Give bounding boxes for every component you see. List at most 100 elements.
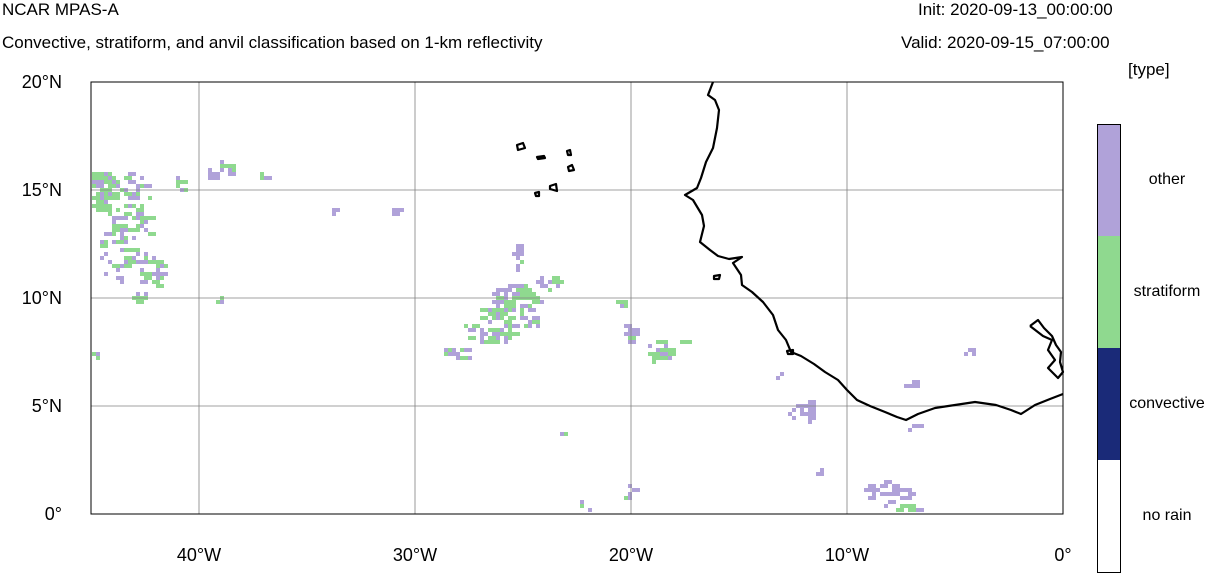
stratiform-cell	[132, 228, 136, 232]
stratiform-cell	[152, 280, 160, 284]
stratiform-cell	[156, 284, 164, 288]
x-tick-label: 10°W	[824, 545, 870, 565]
colorbar-swatch-convective	[1097, 348, 1121, 461]
stratiform-cell	[108, 184, 112, 188]
stratiform-cell	[140, 184, 144, 188]
other-cell	[624, 332, 628, 336]
stratiform-cell	[104, 240, 108, 244]
stratiform-cell	[176, 180, 180, 184]
other-cell	[664, 344, 668, 348]
island	[565, 148, 573, 157]
stratiform-cell	[92, 196, 100, 200]
stratiform-cell	[508, 328, 512, 332]
island	[535, 154, 547, 161]
other-cell	[556, 284, 560, 288]
other-cell	[884, 504, 888, 508]
other-cell	[132, 172, 136, 176]
other-cell	[888, 492, 892, 496]
other-cell	[820, 472, 824, 476]
stratiform-cell	[96, 200, 100, 204]
other-cell	[872, 496, 876, 500]
stratiform-cell	[104, 244, 108, 248]
stratiform-cell	[564, 432, 568, 436]
x-tick-label: 30°W	[392, 545, 438, 565]
other-cell	[888, 500, 892, 504]
other-cell	[580, 500, 584, 504]
stratiform-cell	[104, 196, 108, 200]
coastline	[515, 81, 1065, 422]
x-tick-label: 0°	[1054, 545, 1072, 565]
other-cell	[448, 352, 456, 356]
stratiform-cell	[116, 208, 120, 212]
other-cell	[636, 328, 640, 332]
stratiform-cell	[896, 508, 904, 512]
other-cell	[528, 324, 532, 328]
stratiform-cell	[120, 224, 128, 228]
other-cell	[496, 332, 500, 336]
stratiform-cell	[508, 316, 516, 320]
other-cell	[96, 180, 104, 184]
other-cell	[104, 172, 108, 176]
other-cell	[888, 480, 892, 484]
other-cell	[140, 176, 144, 180]
other-cell	[456, 352, 460, 356]
stratiform-cell	[96, 204, 100, 208]
stratiform-cell	[620, 300, 628, 304]
stratiform-cell	[140, 216, 148, 220]
stratiform-cell	[144, 276, 152, 280]
other-cell	[508, 284, 516, 288]
other-cell	[520, 316, 524, 320]
init-time: Init: 2020-09-13_00:00:00	[918, 0, 1113, 19]
other-cell	[492, 300, 496, 304]
other-cell	[504, 308, 508, 312]
other-cell	[144, 228, 148, 232]
stratiform-cell	[628, 336, 632, 340]
other-cell	[392, 212, 400, 216]
other-cell	[128, 172, 132, 176]
stratiform-cell	[492, 340, 500, 344]
other-cell	[136, 184, 140, 188]
stratiform-cell	[532, 300, 540, 304]
y-tick-label: 0°	[44, 504, 62, 524]
other-cell	[896, 492, 900, 496]
other-cell	[908, 492, 912, 496]
other-cell	[104, 232, 112, 236]
stratiform-cell	[520, 288, 524, 292]
stratiform-cell	[520, 260, 524, 264]
other-cell	[124, 240, 128, 244]
other-cell	[540, 284, 548, 288]
other-cell	[488, 320, 492, 324]
stratiform-cell	[228, 164, 236, 168]
other-cell	[524, 316, 528, 320]
stratiform-cell	[488, 328, 496, 332]
stratiform-cell	[108, 172, 112, 176]
stratiform-cell	[180, 180, 188, 184]
other-cell	[628, 328, 636, 332]
other-cell	[516, 264, 520, 268]
stratiform-cell	[472, 324, 480, 328]
other-cell	[496, 300, 504, 304]
other-cell	[808, 400, 816, 404]
other-cell	[892, 488, 896, 492]
other-cell	[116, 268, 120, 272]
other-cell	[152, 256, 156, 260]
stratiform-cell	[508, 332, 516, 336]
other-cell	[536, 324, 540, 328]
stratiform-cell	[124, 236, 128, 240]
stratiform-cell	[112, 224, 120, 228]
other-cell	[892, 484, 900, 488]
stratiform-cell	[908, 504, 912, 508]
other-cell	[480, 328, 484, 332]
other-cell	[212, 176, 220, 180]
y-tick-label: 10°N	[21, 288, 62, 308]
other-cell	[144, 252, 148, 256]
other-cell	[92, 180, 96, 184]
other-cell	[108, 176, 112, 180]
gulf-of-guinea-coast	[1029, 318, 1065, 380]
other-cell	[120, 216, 128, 220]
other-cell	[120, 280, 124, 284]
other-cell	[496, 316, 500, 320]
other-cell	[96, 352, 100, 356]
stratiform-cell	[552, 276, 560, 280]
other-cell	[808, 412, 816, 416]
